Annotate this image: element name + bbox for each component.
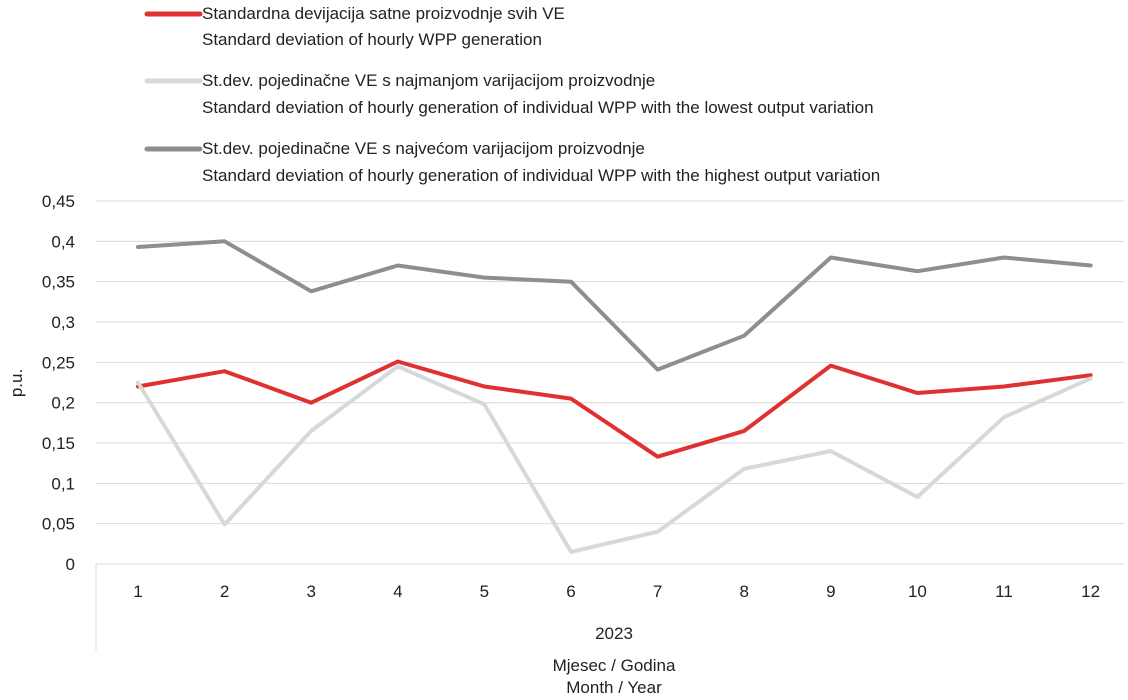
y-tick-label: 0,35 xyxy=(42,273,75,292)
x-tick-label: 6 xyxy=(566,582,575,601)
x-axis-group-label: 2023 xyxy=(595,624,633,643)
legend-label: St.dev. pojedinačne VE s najmanjom varij… xyxy=(202,71,655,90)
legend-item-2: St.dev. pojedinačne VE s najmanjom varij… xyxy=(144,71,874,117)
y-axis-ticks: 0 0,05 0,1 0,15 0,2 0,25 0,3 0,35 0,4 0,45 xyxy=(42,192,75,574)
y-tick-label: 0,4 xyxy=(51,232,75,251)
y-tick-label: 0 xyxy=(66,555,75,574)
x-tick-label: 7 xyxy=(653,582,662,601)
x-tick-label: 1 xyxy=(133,582,142,601)
x-tick-label: 10 xyxy=(908,582,927,601)
x-tick-label: 12 xyxy=(1081,582,1100,601)
x-axis: 1 2 3 4 5 6 7 8 9 10 11 12 xyxy=(95,564,1100,650)
series-line-1 xyxy=(136,359,1093,459)
x-axis-title-line-2: Month / Year xyxy=(566,678,662,697)
y-tick-label: 0,3 xyxy=(51,313,75,332)
x-tick-label: 2 xyxy=(220,582,229,601)
legend-item-3: St.dev. pojedinačne VE s najvećom varija… xyxy=(144,139,880,185)
legend-item-1: Standardna devijacija satne proizvodnje … xyxy=(144,4,565,49)
legend: Standardna devijacija satne proizvodnje … xyxy=(144,4,880,185)
x-tick-label: 9 xyxy=(826,582,835,601)
x-axis-title-line-1: Mjesec / Godina xyxy=(553,656,676,675)
y-tick-label: 0,45 xyxy=(42,192,75,211)
series-line-3 xyxy=(136,239,1093,372)
series-lines xyxy=(136,239,1093,554)
series-line-2 xyxy=(136,364,1093,554)
y-tick-label: 0,25 xyxy=(42,353,75,372)
legend-label-translation: Standard deviation of hourly generation … xyxy=(202,166,880,185)
x-tick-label: 4 xyxy=(393,582,402,601)
y-tick-label: 0,15 xyxy=(42,434,75,453)
legend-label: St.dev. pojedinačne VE s najvećom varija… xyxy=(202,139,645,158)
y-tick-label: 0,2 xyxy=(51,394,75,413)
x-tick-label: 5 xyxy=(480,582,489,601)
x-tick-label: 11 xyxy=(995,582,1013,601)
y-tick-label: 0,05 xyxy=(42,515,75,534)
x-tick-label: 8 xyxy=(739,582,748,601)
y-axis-title: p.u. xyxy=(7,369,26,397)
y-tick-label: 0,1 xyxy=(51,474,75,493)
legend-label-translation: Standard deviation of hourly generation … xyxy=(202,98,874,117)
legend-label-translation: Standard deviation of hourly WPP generat… xyxy=(202,30,542,49)
legend-label: Standardna devijacija satne proizvodnje … xyxy=(202,4,565,23)
x-tick-label: 3 xyxy=(306,582,315,601)
gridlines xyxy=(96,200,1124,565)
